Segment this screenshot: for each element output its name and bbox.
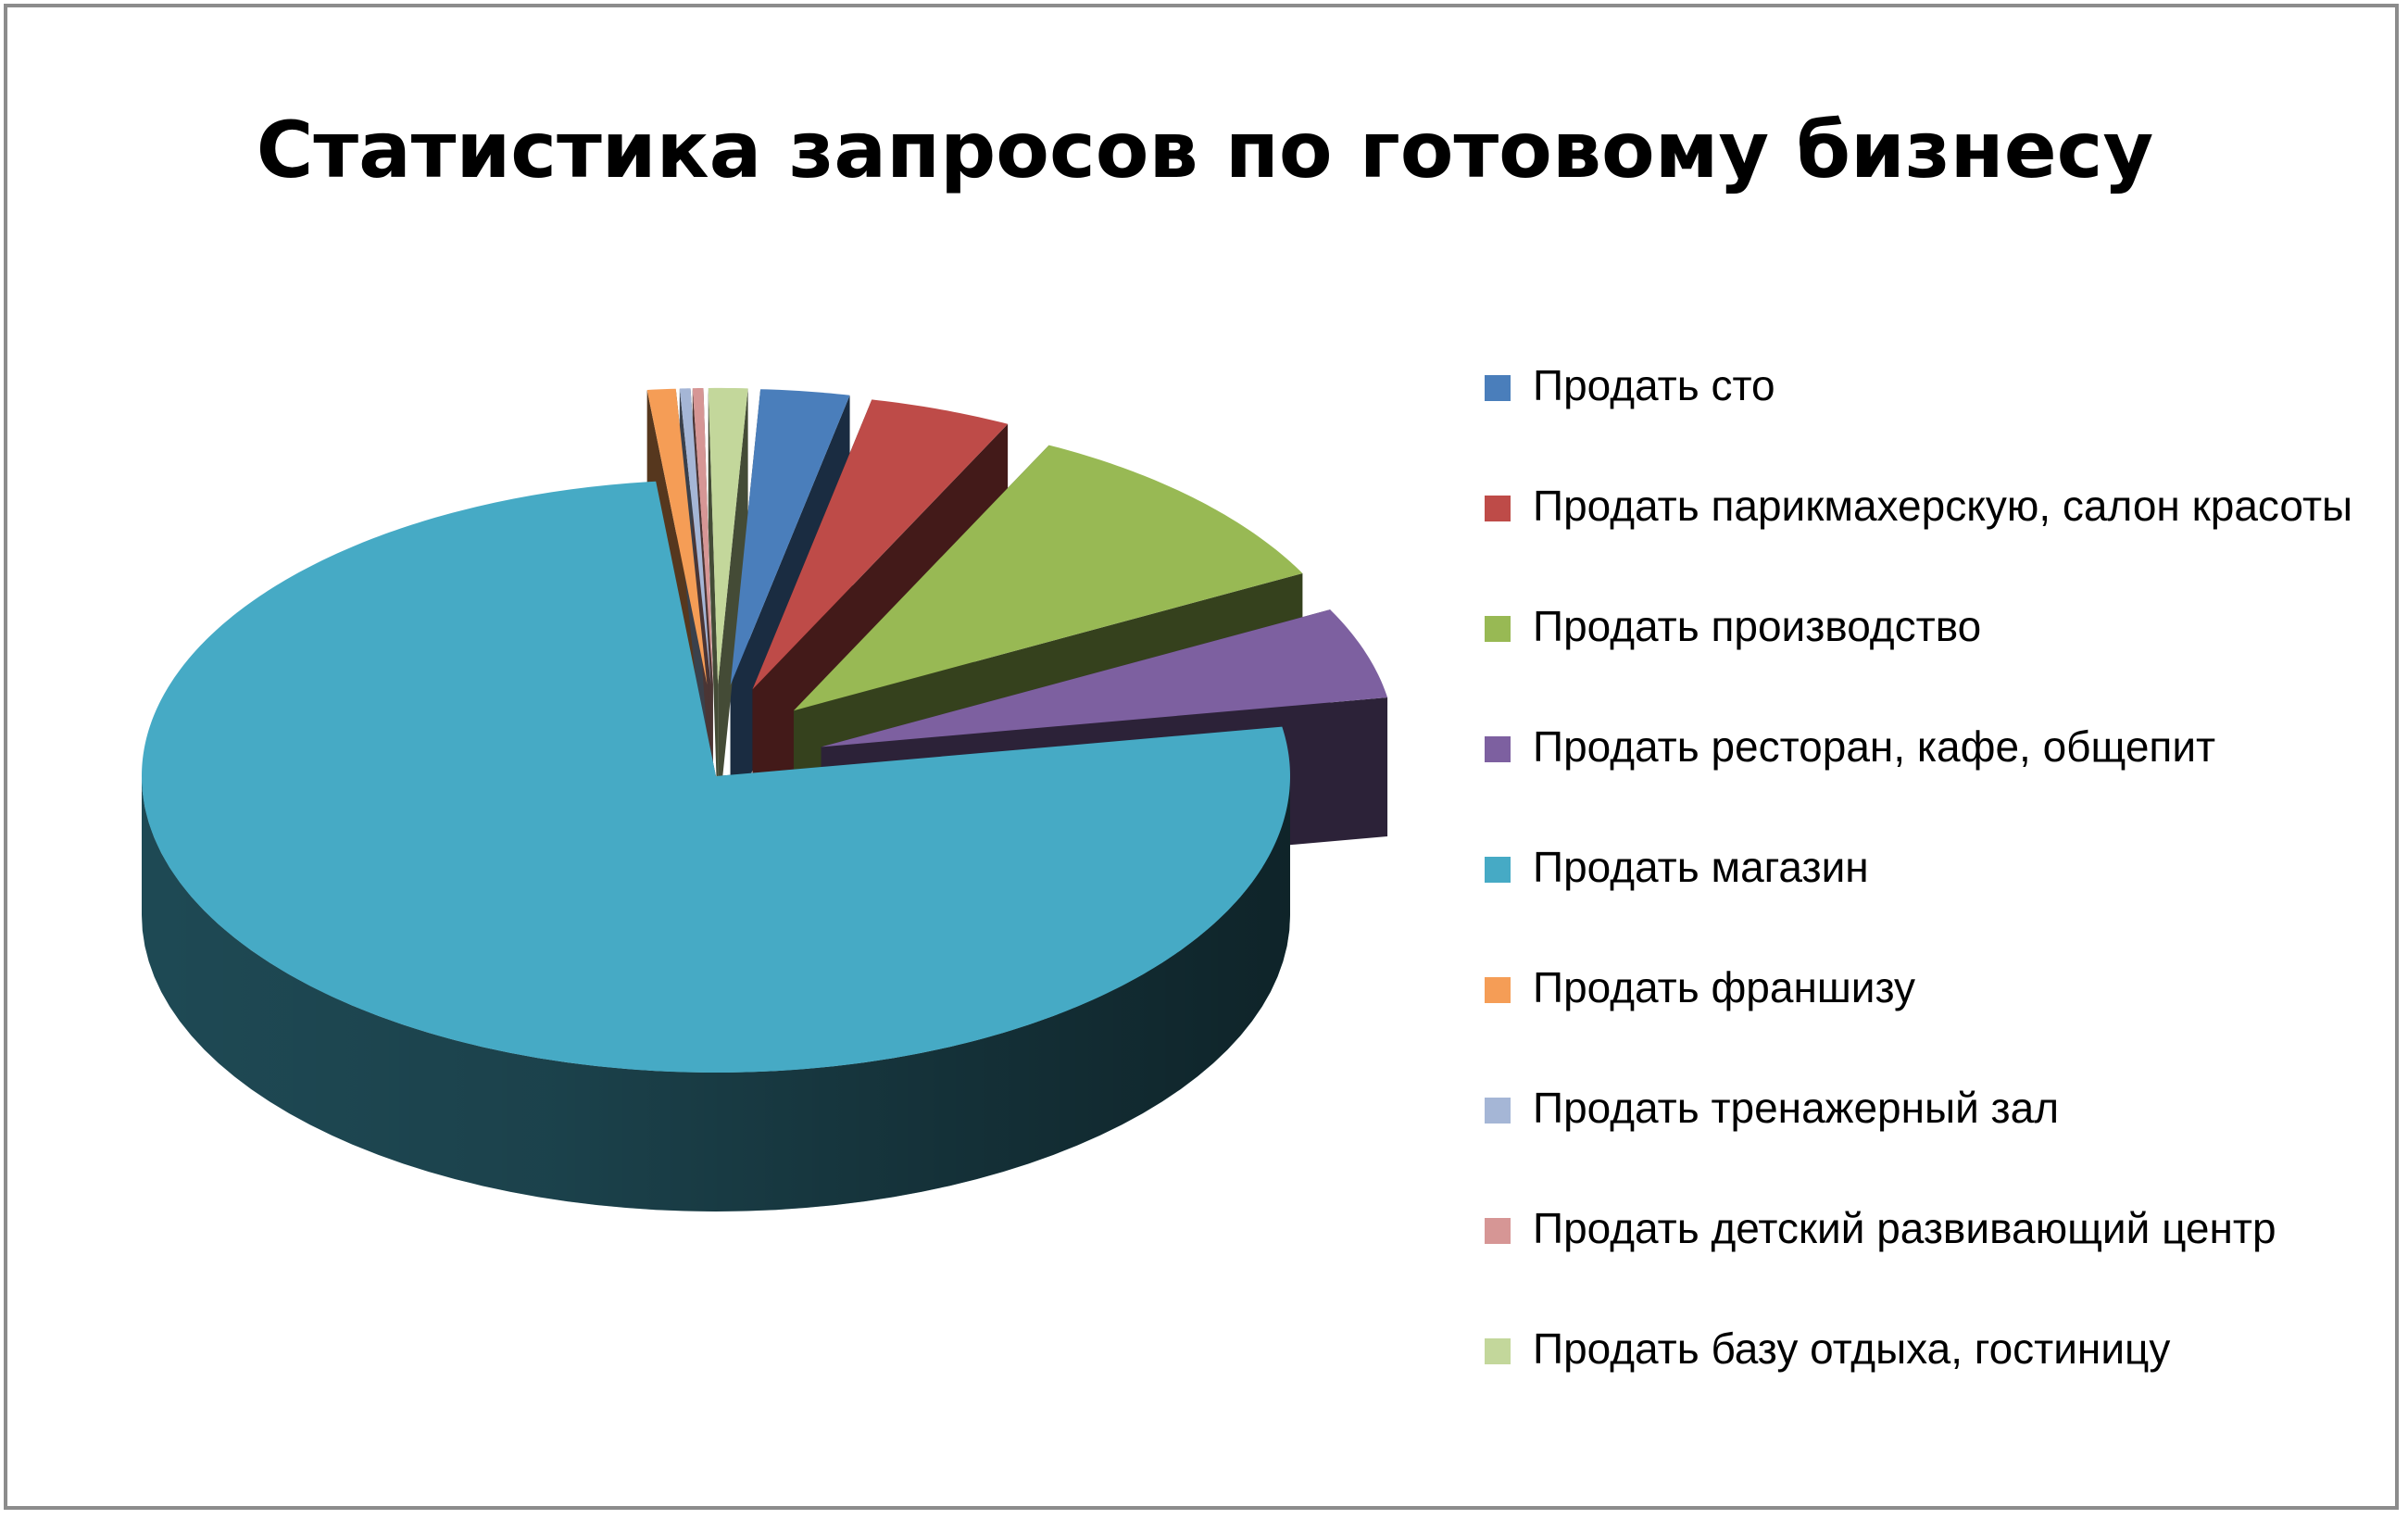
pie-slice-7[interactable] xyxy=(692,387,713,684)
pie-slice-side-8 xyxy=(708,387,748,823)
legend-swatch xyxy=(1485,616,1511,642)
legend-swatch xyxy=(1485,496,1511,521)
pie-slice-5[interactable] xyxy=(646,388,708,685)
pie-slice-wall xyxy=(708,387,719,823)
chart-frame: Статистика запросов по готовому бизнесу … xyxy=(4,4,2399,1510)
legend-swatch xyxy=(1485,857,1511,883)
legend-swatch xyxy=(1485,736,1511,762)
legend-label: Продать детский развивающий центр xyxy=(1533,1204,2276,1252)
legend-label: Продать тренажерный зал xyxy=(1533,1084,2060,1132)
legend-label: Продать франшизу xyxy=(1533,963,1916,1011)
pie-slice-wall-shade xyxy=(142,776,1290,1211)
pie-slice-4[interactable] xyxy=(142,481,1290,1073)
legend-label: Продать сто xyxy=(1533,361,1775,409)
legend-swatch xyxy=(1485,1098,1511,1124)
legend-label: Продать базу отдыха, гостиницу xyxy=(1533,1324,2171,1373)
legend-label: Продать магазин xyxy=(1533,843,1869,891)
pie-slice-6[interactable] xyxy=(679,388,711,685)
pie-tops xyxy=(142,387,1388,1073)
legend-swatch xyxy=(1485,1338,1511,1364)
legend-swatch xyxy=(1485,375,1511,401)
pie-slice-0[interactable] xyxy=(730,389,850,685)
legend-label: Продать ресторан, кафе, общепит xyxy=(1533,722,2216,771)
pie-slice-2[interactable] xyxy=(793,445,1303,711)
chart-title: Статистика запросов по готовому бизнесу xyxy=(256,105,2154,195)
pie-chart xyxy=(142,387,1388,1211)
pie-slice-wall xyxy=(718,388,748,823)
legend-swatch xyxy=(1485,977,1511,1003)
legend-label: Продать парикмахерскую, салон красоты xyxy=(1533,482,2353,530)
legend-label: Продать производство xyxy=(1533,602,1982,650)
pie-slice-1[interactable] xyxy=(752,399,1009,690)
legend-swatch xyxy=(1485,1218,1511,1244)
pie-slice-8[interactable] xyxy=(708,387,748,684)
pie-slice-3[interactable] xyxy=(821,609,1388,747)
